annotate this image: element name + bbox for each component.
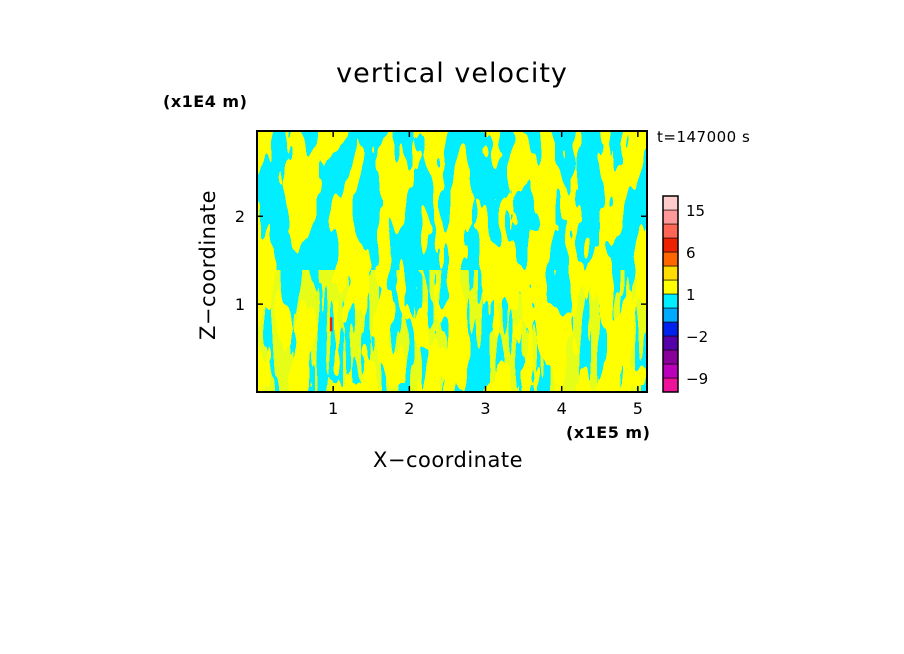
x-tick-label: 5 xyxy=(633,399,643,418)
colorbar-swatch xyxy=(662,223,679,239)
colorbar-swatch xyxy=(662,237,679,253)
x-axis: 1 2 3 4 5 xyxy=(328,131,643,418)
colorbar-swatch xyxy=(662,265,679,281)
y-tick-label: 2 xyxy=(235,207,245,226)
colorbar-swatch xyxy=(662,251,679,267)
y-axis-unit-label: (x1E4 m) xyxy=(163,92,248,111)
colorbar-swatch xyxy=(662,195,679,211)
x-tick-label: 2 xyxy=(404,399,414,418)
colorbar: 15 6 1 −2 −9 xyxy=(662,195,708,393)
x-tick-label: 3 xyxy=(480,399,490,418)
colorbar-frame xyxy=(662,195,679,393)
x-tick-label: 4 xyxy=(557,399,567,418)
velocity-pattern-lower xyxy=(257,270,647,392)
colorbar-tick-label: 1 xyxy=(686,286,696,304)
colorbar-swatch xyxy=(662,209,679,225)
strong-updraft-streak xyxy=(329,317,333,332)
colorbar-swatch xyxy=(662,377,679,393)
colorbar-swatch xyxy=(662,321,679,337)
colorbar-swatch xyxy=(662,349,679,365)
colorbar-swatch xyxy=(662,363,679,379)
x-axis-unit-label: (x1E5 m) xyxy=(566,423,651,442)
plot-frame xyxy=(256,130,648,393)
y-axis: 12 xyxy=(235,207,647,314)
x-axis-label: X−coordinate xyxy=(373,448,523,472)
colorbar-swatch xyxy=(662,279,679,295)
colorbar-tick-label: 15 xyxy=(686,202,705,220)
y-tick-label: 1 xyxy=(235,295,245,314)
time-label: t=147000 s xyxy=(657,128,751,146)
x-tick-label: 1 xyxy=(328,399,338,418)
colorbar-tick-label: 6 xyxy=(686,244,696,262)
colorbar-swatch xyxy=(662,335,679,351)
plot-area xyxy=(256,130,648,393)
colorbar-tick-label: −9 xyxy=(686,370,708,388)
colorbar-swatch xyxy=(662,307,679,323)
colorbar-tick-label: −2 xyxy=(686,328,708,346)
chart-title: vertical velocity xyxy=(336,58,568,89)
colorbar-swatch xyxy=(662,293,679,309)
